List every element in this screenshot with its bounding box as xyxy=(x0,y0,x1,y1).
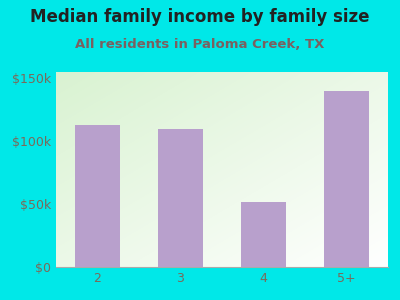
Bar xyxy=(324,91,369,267)
Bar xyxy=(241,202,286,267)
Bar xyxy=(158,129,203,267)
Text: All residents in Paloma Creek, TX: All residents in Paloma Creek, TX xyxy=(75,38,325,50)
Bar xyxy=(75,125,120,267)
Text: Median family income by family size: Median family income by family size xyxy=(30,8,370,26)
